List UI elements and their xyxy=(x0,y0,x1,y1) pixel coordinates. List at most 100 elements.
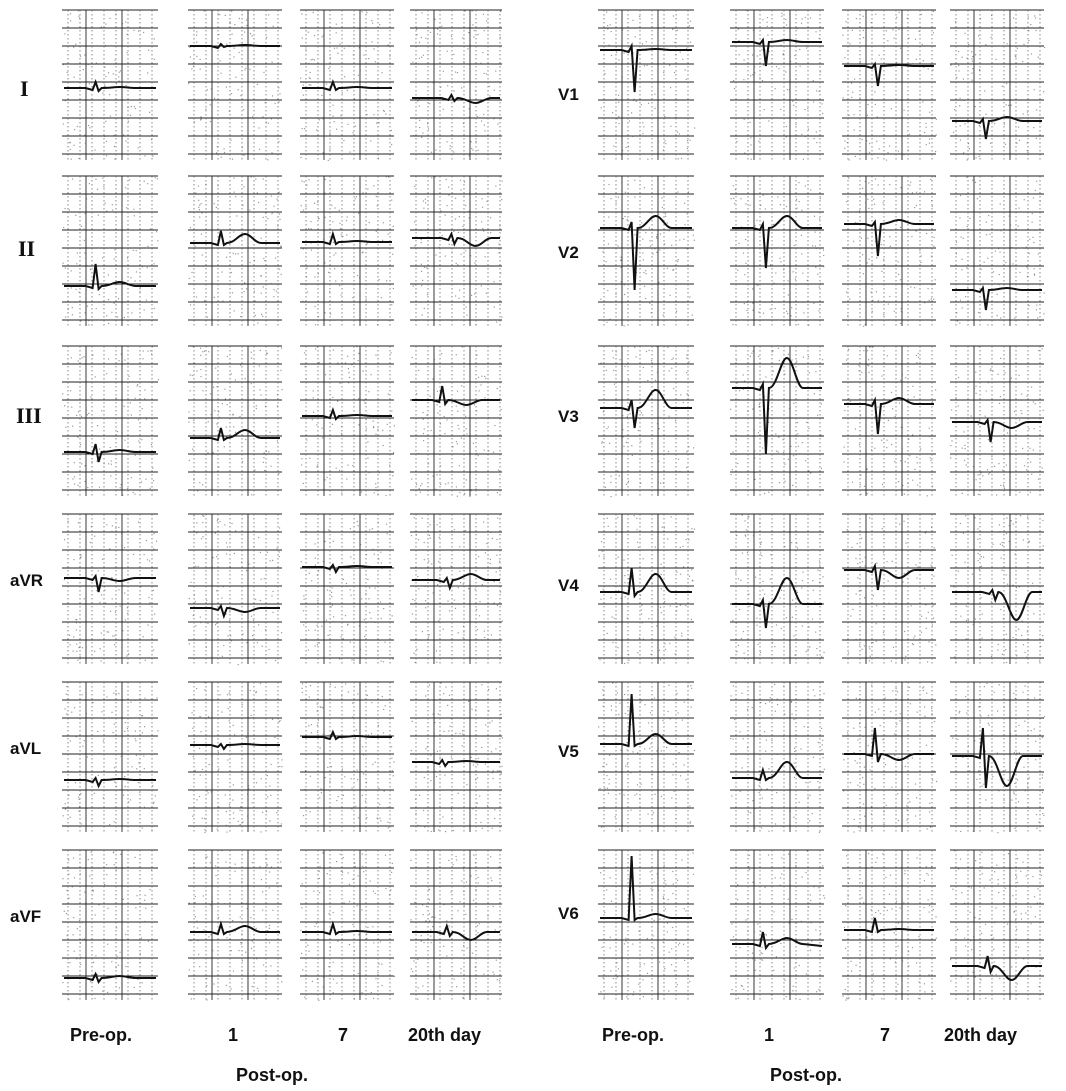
ecg-strip-grid xyxy=(842,9,937,161)
ecg-strip-grid xyxy=(188,681,283,833)
ecg-trace xyxy=(952,285,1042,311)
ecg-strip-grid xyxy=(410,175,503,326)
right-col-label-day1: 1 xyxy=(764,1025,775,1045)
left-col-label-day1: 1 xyxy=(228,1025,239,1045)
ecg-trace xyxy=(732,576,822,629)
ecg-strip-grid xyxy=(950,513,1045,664)
ecg-trace xyxy=(600,388,692,429)
ecg-strip-grid xyxy=(410,513,504,664)
ecg-strip-grid xyxy=(188,345,283,496)
ecg-strip-grid xyxy=(62,849,158,1001)
ecg-strip-grid xyxy=(730,9,824,160)
ecg-trace xyxy=(64,775,156,789)
ecg-trace xyxy=(952,727,1042,789)
ecg-strip-grid xyxy=(842,175,936,327)
ecg-trace xyxy=(844,218,934,257)
ecg-strip-grid xyxy=(300,513,394,664)
lead-label-V3: V3 xyxy=(558,407,579,426)
ecg-trace xyxy=(600,214,692,291)
ecg-strip-grid xyxy=(598,513,696,665)
ecg-trace xyxy=(190,230,280,247)
ecg-strip-grid xyxy=(410,849,502,1000)
ecg-trace xyxy=(64,79,156,93)
ecg-trace xyxy=(952,417,1042,443)
ecg-strip-grid xyxy=(188,9,282,161)
ecg-trace xyxy=(844,917,934,934)
ecg-strip-grid xyxy=(598,175,695,327)
ecg-trace xyxy=(190,603,280,620)
ecg-strip-grid xyxy=(842,345,937,497)
lead-label-V6: V6 xyxy=(558,904,579,923)
ecg-trace xyxy=(302,79,392,92)
ecg-trace xyxy=(412,758,500,768)
ecg-trace xyxy=(952,115,1042,140)
ecg-trace xyxy=(732,37,822,67)
ecg-trace xyxy=(64,263,156,292)
ecg-trace xyxy=(844,562,934,591)
left-col-label-pre-op: Pre-op. xyxy=(70,1025,133,1045)
lead-label-V4: V4 xyxy=(558,576,579,595)
ecg-strip-grid xyxy=(300,681,395,832)
ecg-strip-grid xyxy=(730,681,825,833)
ecg-strip-grid xyxy=(62,175,159,326)
right-group-label: Post-op. xyxy=(770,1065,842,1085)
ecg-strip-grid xyxy=(950,175,1045,326)
ecg-trace xyxy=(412,922,500,942)
ecg-strip-grid xyxy=(842,849,937,1001)
ecg-trace xyxy=(732,760,822,782)
ecg-strip-grid xyxy=(730,513,825,664)
ecg-strip-grid xyxy=(950,849,1044,1000)
ecg-strip-grid xyxy=(62,345,159,496)
ecg-trace xyxy=(412,572,500,592)
ecg-trace xyxy=(64,573,156,593)
ecg-trace xyxy=(302,729,392,741)
lead-label-aVL: aVL xyxy=(10,739,42,758)
ecg-strip-grid xyxy=(188,513,283,666)
ecg-strip-grid xyxy=(598,345,695,498)
ecg-strip-grid xyxy=(598,9,696,160)
ecg-strip-grid xyxy=(300,849,396,1001)
lead-label-aVF: aVF xyxy=(10,907,42,926)
ecg-trace xyxy=(844,396,934,435)
ecg-trace xyxy=(412,92,500,105)
ecg-strip-grid xyxy=(598,849,694,1000)
ecg-trace xyxy=(952,955,1042,982)
ecg-trace xyxy=(732,931,823,951)
ecg-trace xyxy=(190,427,280,442)
ecg-strip-grid xyxy=(598,681,696,832)
ecg-strip-grid xyxy=(62,513,158,664)
ecg-trace xyxy=(412,385,500,407)
ecg-trace xyxy=(302,920,392,936)
ecg-strip-grid xyxy=(62,9,158,160)
ecg-strip-grid xyxy=(300,175,394,326)
ecg-trace xyxy=(190,920,280,936)
left-col-label-day20: 20th day xyxy=(408,1025,482,1045)
ecg-trace xyxy=(190,742,280,751)
ecg-trace xyxy=(732,214,822,269)
lead-label-I: I xyxy=(20,76,29,101)
ecg-strip-grid xyxy=(410,345,502,498)
ecg-trace xyxy=(302,407,392,421)
lead-label-II: II xyxy=(18,236,36,261)
ecg-trace xyxy=(64,443,156,463)
right-col-label-day7: 7 xyxy=(880,1025,891,1045)
ecg-strip-grid xyxy=(188,849,283,1001)
right-col-label-pre-op: Pre-op. xyxy=(602,1025,665,1045)
ecg-trace xyxy=(844,727,934,763)
ecg-trace xyxy=(600,693,692,748)
ecg-trace xyxy=(302,230,392,246)
ecg-strip-grid xyxy=(730,175,825,326)
ecg-strip-grid xyxy=(300,9,395,161)
ecg-strip-grid xyxy=(410,9,502,160)
ecg-strip-grid xyxy=(842,513,937,664)
ecg-trace xyxy=(600,567,692,599)
lead-label-V1: V1 xyxy=(558,85,579,104)
ecg-strip-grid xyxy=(410,681,503,833)
ecg-trace xyxy=(190,42,280,50)
ecg-trace xyxy=(64,971,156,985)
ecg-trace xyxy=(600,42,692,93)
ecg-strip-grid xyxy=(188,175,282,326)
ecg-strip-grid xyxy=(730,849,826,1000)
ecg-trace xyxy=(844,61,934,87)
